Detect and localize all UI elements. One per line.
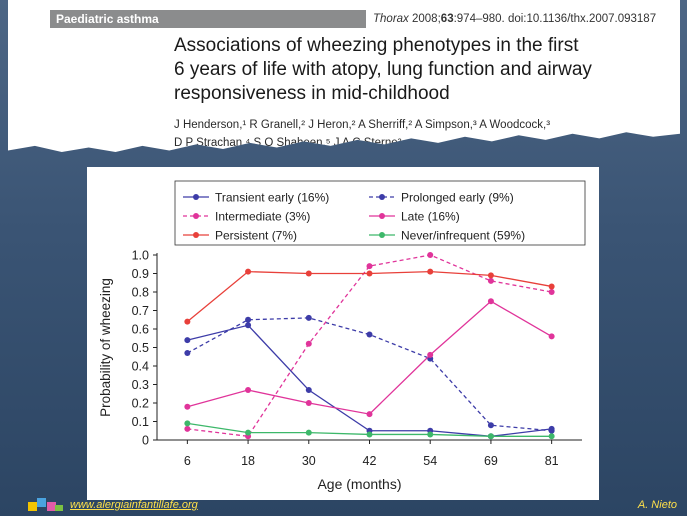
y-tick-label: 0 [142, 434, 149, 448]
y-tick-label: 0.7 [132, 304, 149, 318]
y-axis-title: Probability of wheezing [98, 278, 113, 417]
legend-label: Transient early (16%) [215, 191, 329, 205]
x-tick-label: 42 [363, 454, 377, 468]
series-line [187, 324, 552, 437]
wheezing-chart: Transient early (16%) Prolonged early (9%… [98, 180, 586, 492]
data-point [427, 268, 434, 275]
series-line [187, 254, 552, 437]
data-point [487, 422, 494, 429]
article-title: Associations of wheezing phenotypes in t… [174, 34, 674, 106]
legend-swatch-marker [379, 194, 385, 200]
presenter-name: A. Nieto [637, 499, 677, 511]
legend-label: Prolonged early (9%) [401, 191, 514, 205]
citation: Thorax 2008;63:974–980. doi:10.1136/thx.… [373, 13, 657, 25]
data-point [487, 272, 494, 279]
legend-swatch-marker [379, 232, 385, 238]
data-point [427, 252, 434, 258]
x-tick-label: 18 [241, 454, 255, 468]
journal-name: Thorax [373, 13, 409, 25]
y-tick-label: 0.3 [132, 378, 149, 392]
data-point [184, 337, 191, 344]
y-tick-label: 0.6 [132, 323, 149, 337]
y-tick-label: 0.4 [132, 360, 149, 374]
y-tick-label: 0.5 [132, 341, 149, 355]
data-point [487, 298, 494, 305]
citation-volume: 63 [440, 13, 454, 25]
data-point [305, 314, 312, 321]
data-point [245, 268, 252, 275]
authors-line: D P Strachan,⁴ S O Shaheen,⁵ J A C Stern… [174, 137, 402, 149]
data-point [184, 318, 191, 325]
legend-label: Intermediate (3%) [215, 210, 310, 224]
article-title-line: 6 years of life with atopy, lung functio… [174, 59, 592, 80]
data-point [487, 433, 494, 440]
data-point [245, 316, 252, 323]
y-tick-label: 0.8 [132, 286, 149, 300]
data-point [548, 433, 555, 440]
series-line [187, 300, 552, 415]
citation-year: 2008 [412, 13, 438, 25]
data-point [548, 427, 555, 434]
y-tick-label: 0.1 [132, 415, 149, 429]
data-point [548, 333, 555, 340]
legend-label: Late (16%) [401, 210, 460, 224]
y-tick-label: 0.2 [132, 397, 149, 411]
data-point [366, 263, 373, 270]
data-point [548, 289, 555, 295]
article-authors: J Henderson,¹ R Granell,² J Heron,² A Sh… [174, 116, 674, 152]
series-line [186, 270, 552, 323]
data-point [184, 403, 191, 410]
data-point [366, 270, 373, 277]
chart-panel: Transient early (16%) Prolonged early (9%… [87, 167, 599, 500]
data-point [305, 400, 312, 406]
data-point [184, 420, 191, 427]
data-point [305, 387, 312, 394]
data-point [366, 331, 373, 338]
x-tick-label: 81 [545, 454, 559, 468]
legend-label: Persistent (7%) [215, 229, 297, 243]
data-point [245, 387, 252, 394]
data-point [245, 429, 252, 436]
legend-swatch-marker [193, 213, 199, 219]
data-point [427, 351, 434, 358]
legend-swatch-marker [379, 213, 385, 219]
article-title-line: Associations of wheezing phenotypes in t… [174, 35, 579, 56]
authors-line: J Henderson,¹ R Granell,² J Heron,² A Sh… [174, 119, 551, 131]
data-point [305, 429, 312, 436]
data-point [245, 322, 252, 329]
x-tick-label: 30 [302, 454, 316, 468]
x-tick-label: 6 [184, 454, 191, 468]
data-point [305, 340, 312, 347]
x-axis-title: Age (months) [317, 476, 401, 492]
legend-swatch-marker [193, 232, 199, 238]
data-point [487, 277, 494, 284]
website-link[interactable]: www.alergiainfantillafe.org [70, 499, 198, 511]
blocks-icon [28, 498, 63, 511]
legend-swatch-marker [193, 194, 199, 200]
y-tick-label: 0.9 [132, 267, 149, 281]
article-title-line: responsiveness in mid-childhood [174, 83, 450, 104]
legend-label: Never/infrequent (59%) [401, 229, 525, 243]
data-point [366, 431, 373, 438]
data-point [184, 350, 191, 357]
data-point [184, 425, 191, 432]
citation-pages-doi: :974–980. doi:10.1136/thx.2007.093187 [453, 13, 657, 25]
data-point [548, 283, 555, 290]
data-point [427, 431, 434, 438]
data-point [305, 270, 312, 277]
y-tick-label: 1.0 [132, 249, 149, 263]
section-banner: Paediatric asthma [50, 10, 366, 28]
x-tick-label: 54 [423, 454, 437, 468]
x-tick-label: 69 [484, 454, 498, 468]
article-header-paper: Paediatric asthma Thorax 2008;63:974–980… [8, 0, 680, 152]
data-point [366, 411, 373, 418]
